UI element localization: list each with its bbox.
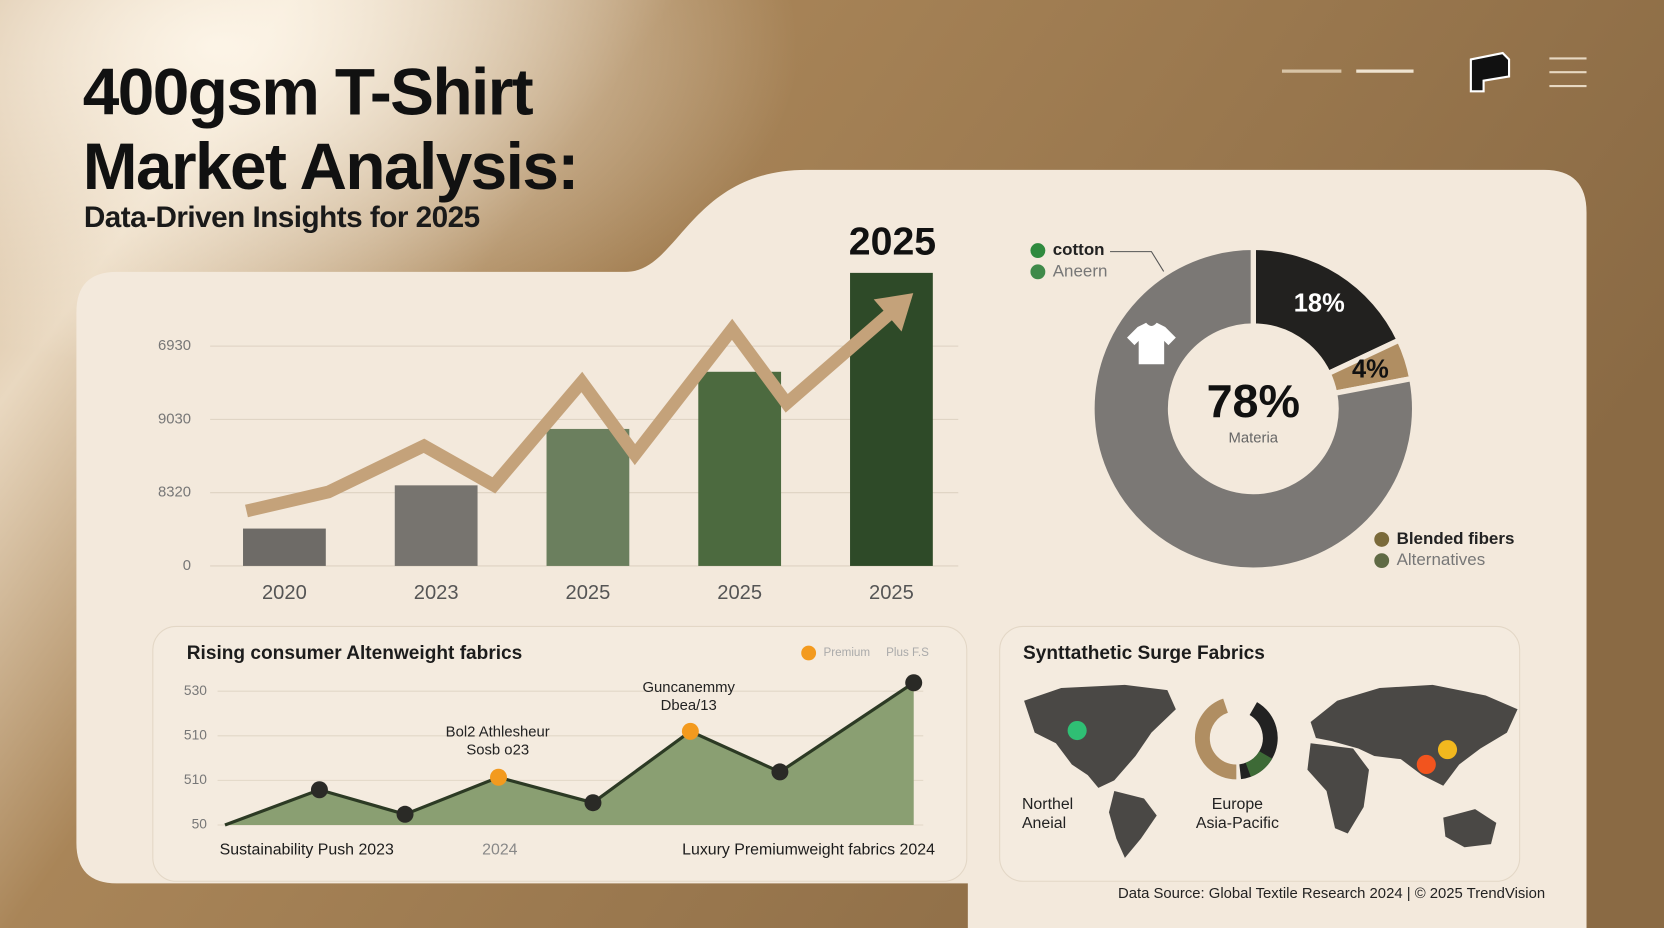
- area: [224, 682, 914, 826]
- point: [396, 805, 414, 823]
- map-label: Northel: [1022, 796, 1073, 813]
- mini-donut: [1194, 696, 1278, 780]
- x-tick-label: 2025: [717, 582, 762, 604]
- y-tick-label: 530: [184, 683, 207, 698]
- legend-swatch: [1030, 243, 1046, 259]
- map-title: Synttathetic Surge Fabrics: [1023, 643, 1265, 664]
- legend-swatch: [801, 645, 817, 661]
- continent: [1443, 809, 1497, 848]
- legend-label: Blended fibers: [1397, 529, 1515, 548]
- map-dot: [1416, 754, 1436, 775]
- slice-label: 18%: [1294, 290, 1345, 318]
- world-map: [1024, 684, 1518, 858]
- annotation: 2025: [849, 220, 936, 264]
- point: [310, 781, 328, 799]
- map-dot: [1437, 740, 1458, 760]
- subtitle: Data-Driven Insights for 2025: [84, 201, 480, 234]
- x-tick-label: 2020: [262, 582, 307, 604]
- bar: [243, 528, 326, 566]
- legend-swatch: [1374, 553, 1390, 569]
- slice-label: 78%: [1207, 375, 1300, 427]
- slice-label: 4%: [1352, 355, 1389, 383]
- bar: [850, 272, 933, 566]
- trend-line: [245, 298, 907, 518]
- area-title: Rising consumer Altenweight fabrics: [187, 643, 523, 664]
- y-tick-label: 510: [184, 727, 207, 742]
- annotation: Sosb o23: [466, 743, 529, 759]
- y-tick-label: 0: [183, 558, 191, 574]
- x-tick-label: 2023: [414, 582, 459, 604]
- legend-label: Aneern: [1053, 261, 1108, 280]
- leader-line: [1110, 251, 1166, 275]
- area-line: [224, 681, 915, 827]
- point: [490, 768, 507, 786]
- legend-swatch: [1374, 531, 1390, 547]
- legend-label: cotton: [1053, 240, 1105, 259]
- mini-donut: [1194, 696, 1278, 780]
- trend-arrow: [873, 293, 914, 332]
- map-label: Asia-Pacific: [1196, 815, 1279, 832]
- map-label: Europe: [1212, 796, 1263, 813]
- annotation: Guncanemmy: [642, 680, 735, 696]
- legend-label: Premium: [824, 646, 871, 659]
- tshirt-icon: [1127, 322, 1176, 365]
- footer: Data Source: Global Textile Research 202…: [1118, 886, 1545, 902]
- point: [584, 794, 602, 812]
- y-tick-label: 6930: [158, 338, 191, 354]
- bar: [698, 371, 782, 566]
- pie-slice: [1250, 244, 1403, 378]
- point: [905, 674, 923, 692]
- pie-slice: [1089, 244, 1418, 573]
- bar: [394, 485, 478, 566]
- continent: [1108, 791, 1157, 858]
- footnote: Luxury Premiumweight fabrics 2024: [682, 842, 935, 859]
- top-icons: [1281, 51, 1587, 93]
- legend-label: Alternatives: [1397, 550, 1486, 569]
- legend-swatch: [1030, 264, 1046, 280]
- point: [771, 763, 789, 781]
- continent: [1310, 684, 1518, 786]
- footnote: Sustainability Push 2023: [220, 842, 394, 859]
- footnote: 2024: [482, 842, 518, 859]
- logo-icon[interactable]: [1469, 51, 1511, 93]
- x-tick-label: 2025: [566, 582, 611, 604]
- continent: [1024, 684, 1176, 788]
- y-tick-label: 510: [184, 772, 207, 787]
- legend-label: Plus F.S: [886, 646, 929, 659]
- bar: [546, 428, 630, 566]
- point: [681, 722, 699, 740]
- title: 400gsm T-Shirt: [83, 55, 534, 129]
- y-tick-label: 50: [192, 817, 208, 832]
- y-tick-label: 9030: [158, 411, 191, 427]
- continent: [1307, 743, 1369, 834]
- center-label: Materia: [1229, 430, 1279, 446]
- menu-icon[interactable]: [1549, 57, 1587, 88]
- annotation: Dbea/13: [661, 698, 717, 714]
- map-label: Aneial: [1022, 815, 1066, 832]
- annotation: Bol2 Athlesheur: [446, 725, 550, 741]
- title: Market Analysis:: [83, 129, 578, 203]
- y-tick-label: 8320: [158, 485, 191, 501]
- map-dot: [1067, 720, 1087, 741]
- x-tick-label: 2025: [869, 582, 914, 604]
